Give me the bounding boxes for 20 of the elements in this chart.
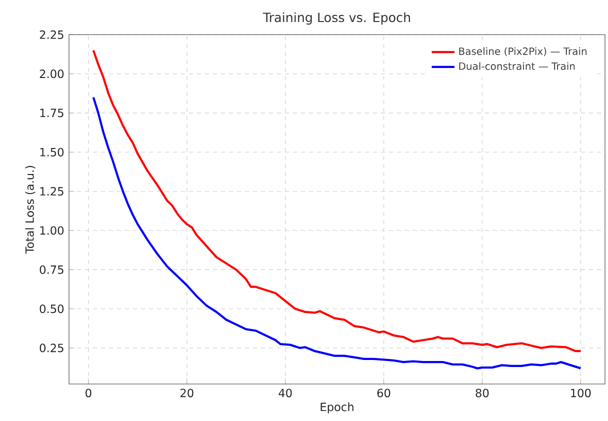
legend-label: Baseline (Pix2Pix) — Train: [459, 47, 586, 56]
y-tick-label: 1.75: [40, 108, 64, 118]
x-tick-label: 40: [278, 388, 292, 398]
x-axis-title: Epoch: [320, 402, 354, 414]
y-tick-label: 2.25: [40, 30, 64, 39]
y-axis-title: Total Loss (a.u.): [25, 166, 36, 254]
x-tick-label: 100: [571, 388, 591, 398]
y-tick-label: 1.25: [40, 187, 64, 196]
y-tick-label: 0.75: [40, 265, 64, 274]
y-tick-label: 0.50: [40, 304, 64, 314]
y-tick-label: 1.50: [40, 148, 64, 156]
y-tick-label: 2.00: [40, 70, 64, 78]
y-tick-label: 1.00: [40, 226, 64, 235]
chart-title: Training Loss vs. Epoch: [262, 12, 410, 25]
legend-label: Dual-constraint — Train: [459, 62, 575, 70]
x-tick-label: 20: [180, 388, 194, 398]
x-tick-label: 80: [476, 388, 489, 398]
y-tick-label: 0.25: [40, 344, 64, 352]
x-tick-label: 0: [86, 388, 92, 398]
x-tick-label: 60: [377, 388, 390, 398]
